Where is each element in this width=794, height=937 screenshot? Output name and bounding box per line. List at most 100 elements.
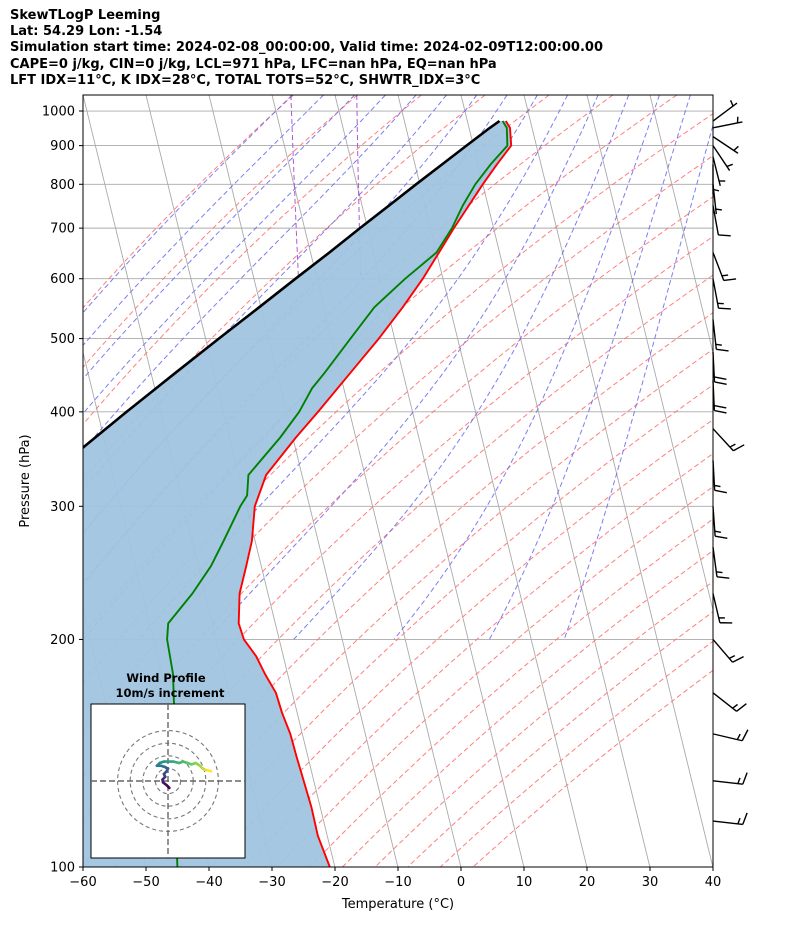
y-tick-label: 600 — [50, 272, 75, 287]
y-tick-label: 300 — [50, 500, 75, 515]
wind-barb — [712, 156, 726, 187]
x-tick-label: 10 — [516, 875, 533, 890]
moist-adiabat-25 — [293, 95, 630, 640]
moist-adiabat--25 — [83, 95, 324, 347]
hodograph-inset: Wind Profile 10m/s increment — [90, 671, 246, 859]
x-tick-label: −40 — [195, 875, 222, 890]
wind-barb — [712, 460, 727, 494]
dry-adiabat--10 — [83, 95, 422, 426]
hodograph-plot — [91, 704, 245, 858]
moist-adiabat-15 — [138, 95, 569, 640]
moist-adiabat-40 — [563, 123, 713, 640]
wind-barb-half-flag — [729, 100, 734, 107]
y-tick-label: 200 — [50, 633, 75, 648]
wind-barb — [712, 116, 743, 129]
wind-barb-shaft — [712, 319, 718, 350]
dry-adiabat-20 — [83, 95, 614, 586]
sounding-lines — [83, 119, 513, 867]
wind-barb-flag — [718, 234, 731, 237]
wind-barb — [712, 100, 738, 122]
title-line-stability: CAPE=0 j/kg, CIN=0 j/kg, LCL=971 hPa, LF… — [10, 56, 497, 72]
wind-barb-flag — [716, 348, 729, 352]
y-tick-label: 700 — [50, 222, 75, 237]
title-line-location: Lat: 54.29 Lon: -1.54 — [10, 24, 163, 40]
wind-barb-shaft — [712, 278, 720, 309]
wind-barb-half-flag — [728, 655, 736, 660]
isotherm--40 — [208, 95, 399, 867]
dry-adiabat-90 — [113, 312, 713, 867]
wind-barb — [712, 593, 733, 624]
y-tick-label: 400 — [50, 405, 75, 420]
wind-barb-flag — [718, 307, 731, 310]
x-tick-label: 0 — [457, 875, 465, 890]
wind-barb-flag — [715, 535, 728, 540]
title-line-indices: LFT IDX=11°C, K IDX=28°C, TOTAL TOTS=52°… — [10, 72, 481, 88]
wind-barb-half-flag — [737, 777, 741, 784]
wind-barb-half-flag — [715, 208, 722, 211]
parcel-area-fill — [83, 121, 512, 867]
parcel-line — [83, 119, 501, 450]
y-tick-label: 800 — [50, 178, 75, 193]
wind-barb-shaft — [712, 184, 718, 215]
x-tick-label: 40 — [705, 875, 722, 890]
dry-adiabat-30 — [83, 95, 678, 636]
wind-barb — [712, 351, 727, 386]
dry-adiabat-140 — [276, 486, 713, 867]
wind-barb-flag — [733, 444, 745, 452]
x-axis-label: Temperature (°C) — [341, 897, 454, 912]
inset-subtitle: 10m/s increment — [116, 686, 225, 700]
wind-barb-half-flag — [737, 817, 741, 825]
wind-barb-half-flag — [715, 343, 722, 346]
isotherm--90 — [83, 865, 84, 867]
temperature-line — [237, 120, 513, 867]
wind-barb — [712, 205, 731, 237]
y-tick-label: 900 — [50, 139, 75, 154]
isotherm-30 — [649, 95, 713, 355]
wind-barb — [712, 772, 748, 785]
wind-barb-half-flag — [714, 484, 721, 488]
dewpoint-line — [166, 120, 509, 867]
wind-barb-flag — [742, 812, 748, 825]
wind-barb-shaft — [712, 593, 721, 623]
hodograph-segment — [206, 769, 213, 773]
y-axis-ticks: 100 200 300 400 500 600 700 800 900 1000 — [42, 105, 83, 876]
wind-barb-flag — [723, 278, 737, 282]
parcel-fill-area — [83, 121, 512, 867]
wind-barb — [712, 136, 739, 154]
y-tick-label: 100 — [50, 861, 75, 876]
wind-barb-flag — [713, 404, 727, 409]
x-tick-label: 20 — [579, 875, 596, 890]
dry-adiabat-110 — [178, 384, 713, 867]
moist-adiabat--30 — [83, 95, 293, 314]
y-axis-label: Pressure (hPa) — [18, 434, 33, 527]
x-tick-label: −20 — [321, 875, 348, 890]
wind-barb-flag — [716, 576, 730, 579]
wind-barb-half-flag — [721, 274, 729, 277]
isotherm-40 — [712, 95, 713, 97]
dry-adiabats — [83, 95, 713, 867]
wind-barb-flag — [736, 703, 747, 712]
y-tick-label: 500 — [50, 332, 75, 347]
moist-adiabat-30 — [393, 95, 660, 640]
wind-barb — [712, 252, 737, 282]
isotherm-0 — [460, 95, 651, 867]
x-tick-label: −30 — [258, 875, 285, 890]
title-line-station: SkewTLogP Leeming — [10, 8, 161, 23]
wind-barb-flag — [741, 729, 749, 742]
moist-adiabat-35 — [488, 95, 691, 640]
x-tick-label: −50 — [132, 875, 159, 890]
wind-barb — [712, 380, 727, 414]
dry-adiabat-200 — [472, 669, 713, 867]
wind-barb — [712, 184, 722, 215]
isotherm-10 — [523, 95, 713, 867]
wind-barb-flag — [742, 772, 748, 785]
moist-adiabat--10 — [83, 95, 417, 452]
x-tick-label: 30 — [642, 875, 659, 890]
isotherm--100 — [0, 95, 20, 867]
wind-barb-half-flag — [736, 733, 741, 740]
wind-barb — [712, 692, 747, 712]
wind-barb — [712, 638, 744, 663]
wind-barb-shaft — [712, 156, 721, 187]
wind-barb-shaft — [712, 205, 720, 236]
